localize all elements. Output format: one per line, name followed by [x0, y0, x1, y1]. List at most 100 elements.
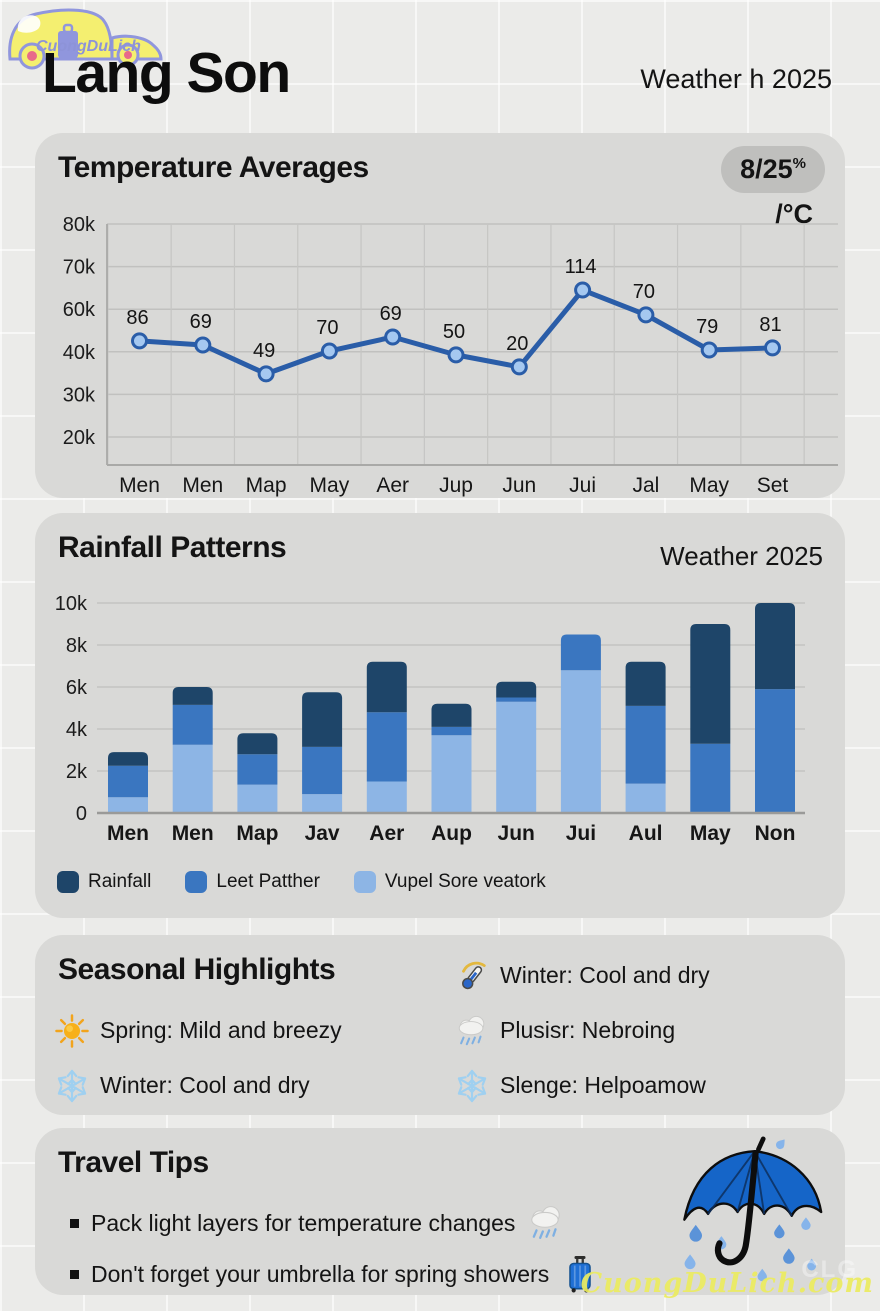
travel-tips-list: Pack light layers for temperature change… [70, 1204, 599, 1306]
x-axis-tick: Jui [569, 474, 596, 497]
legend-swatch-dark [57, 871, 79, 893]
x-axis-tick: Non [755, 822, 796, 845]
y-axis-tick: 80k [63, 214, 96, 236]
bar-segment [237, 784, 278, 813]
data-point [447, 346, 465, 364]
legend-item-leet-patther: Leet Patther [185, 871, 320, 893]
legend-label: Vupel Sore veatork [384, 871, 546, 892]
data-point [764, 339, 781, 357]
sun-icon [55, 1013, 89, 1048]
data-label: 70 [316, 317, 338, 339]
site-logo-icon: CuongDuLich [8, 8, 163, 70]
page-title: Lang Son [42, 41, 291, 105]
seasonal-text: Winter: Cool and dry [500, 962, 710, 988]
bullet-icon [70, 1218, 79, 1228]
y-axis-tick: 20k [63, 427, 96, 449]
y-axis-tick: 60k [63, 299, 96, 321]
seasonal-text: Spring: Mild and breezy [100, 1017, 342, 1043]
list-item: Don't forget your umbrella for spring sh… [70, 1255, 599, 1293]
bar-segment [431, 703, 472, 727]
snowflake-icon [455, 1069, 489, 1103]
y-axis-tick: 4k [66, 719, 88, 741]
legend-item-vupel: Vupel Sore veatork [353, 871, 546, 893]
x-axis-tick: May [310, 474, 350, 497]
site-watermark: CuongDuLich.com [580, 1268, 874, 1299]
data-label: 69 [190, 311, 212, 333]
x-axis-tick: Map [246, 474, 287, 497]
x-axis-tick: Jup [439, 474, 473, 497]
x-axis-tick: Aul [629, 822, 663, 845]
legend-item-rainfall: Rainfall [57, 871, 151, 893]
list-item: Plusisr: Nebroing [455, 1012, 835, 1049]
rainfall-card: Rainfall Patterns Weather 2025 10k 8k 6k 4k… [35, 513, 845, 918]
snowflake-icon [55, 1069, 89, 1103]
x-axis-tick: Jui [566, 822, 596, 845]
legend-swatch-medium [185, 871, 208, 893]
bar-segment [172, 704, 213, 745]
data-point [131, 332, 148, 350]
data-point [257, 365, 275, 383]
temperature-card: Temperature Averages 8/25% /°C 80k 70k 60k… [35, 133, 845, 498]
bar-segment [108, 797, 148, 813]
bar-segment [625, 705, 666, 784]
bar-segment [366, 712, 407, 782]
data-point [700, 341, 718, 359]
x-axis-tick: Set [757, 474, 789, 497]
chart-legend: Rainfall Leet Patther Vupel Sore veatork [57, 871, 546, 893]
bar-segment [237, 733, 278, 755]
data-label: 81 [759, 314, 781, 336]
bar-segment [172, 744, 213, 813]
data-label: 49 [253, 340, 275, 362]
y-axis-tick: 70k [63, 257, 96, 279]
bar-segment [560, 634, 601, 671]
data-label: 79 [696, 316, 718, 338]
page-subtitle: Weather h 2025 [640, 64, 832, 94]
temperature-badge-value: 8/25 [740, 154, 793, 184]
travel-card-title: Travel Tips [58, 1146, 209, 1179]
bar-segment [366, 661, 407, 713]
data-point [384, 328, 402, 346]
rain-cloud-icon [455, 1014, 489, 1048]
bar-segment [302, 692, 343, 747]
list-item: Pack light layers for temperature change… [70, 1204, 599, 1242]
legend-label: Rainfall [88, 871, 152, 892]
bar-segment [690, 743, 731, 813]
list-item: Spring: Mild and breezy [55, 1012, 425, 1049]
rain-cloud-icon [527, 1204, 565, 1242]
thermometer-icon [455, 959, 489, 993]
data-label: 114 [565, 256, 597, 278]
legend-label: Leet Patther [216, 871, 320, 892]
x-axis-tick: May [689, 474, 729, 497]
x-axis-tick: Aer [376, 474, 409, 497]
data-point [574, 281, 592, 299]
legend-swatch-light [353, 871, 376, 893]
data-point [510, 358, 528, 376]
data-point [637, 306, 655, 324]
seasonal-card: Seasonal Highlights Spring: Mild and bre… [35, 935, 845, 1115]
rainfall-card-title: Rainfall Patterns [58, 531, 287, 564]
seasonal-text: Winter: Cool and dry [100, 1072, 310, 1098]
x-axis-tick: Men [119, 474, 160, 497]
list-item: Winter: Cool and dry [455, 957, 835, 994]
x-axis-tick: Jun [498, 822, 535, 845]
bar-segment [690, 624, 731, 744]
bar-segment [496, 697, 537, 702]
y-axis-tick: 10k [55, 593, 88, 615]
temperature-card-title: Temperature Averages [58, 151, 369, 184]
data-label: 50 [443, 321, 465, 343]
y-axis-tick: 2k [66, 761, 88, 783]
seasonal-text: Plusisr: Nebroing [500, 1017, 676, 1043]
tip-text: Don't forget your umbrella for spring sh… [91, 1260, 550, 1287]
bar-segment [302, 794, 343, 813]
list-item: Winter: Cool and dry [55, 1067, 425, 1104]
x-axis-tick: Men [107, 822, 149, 845]
x-axis-tick: Jun [502, 474, 536, 497]
bar-segment [237, 754, 278, 785]
data-label: 69 [380, 303, 402, 325]
data-point [320, 342, 338, 360]
x-axis-tick: Aup [431, 822, 472, 845]
bar-segment [302, 746, 343, 795]
travel-card: Travel Tips Pack light layers for temper… [35, 1128, 845, 1295]
x-axis-tick: Jal [632, 474, 659, 497]
